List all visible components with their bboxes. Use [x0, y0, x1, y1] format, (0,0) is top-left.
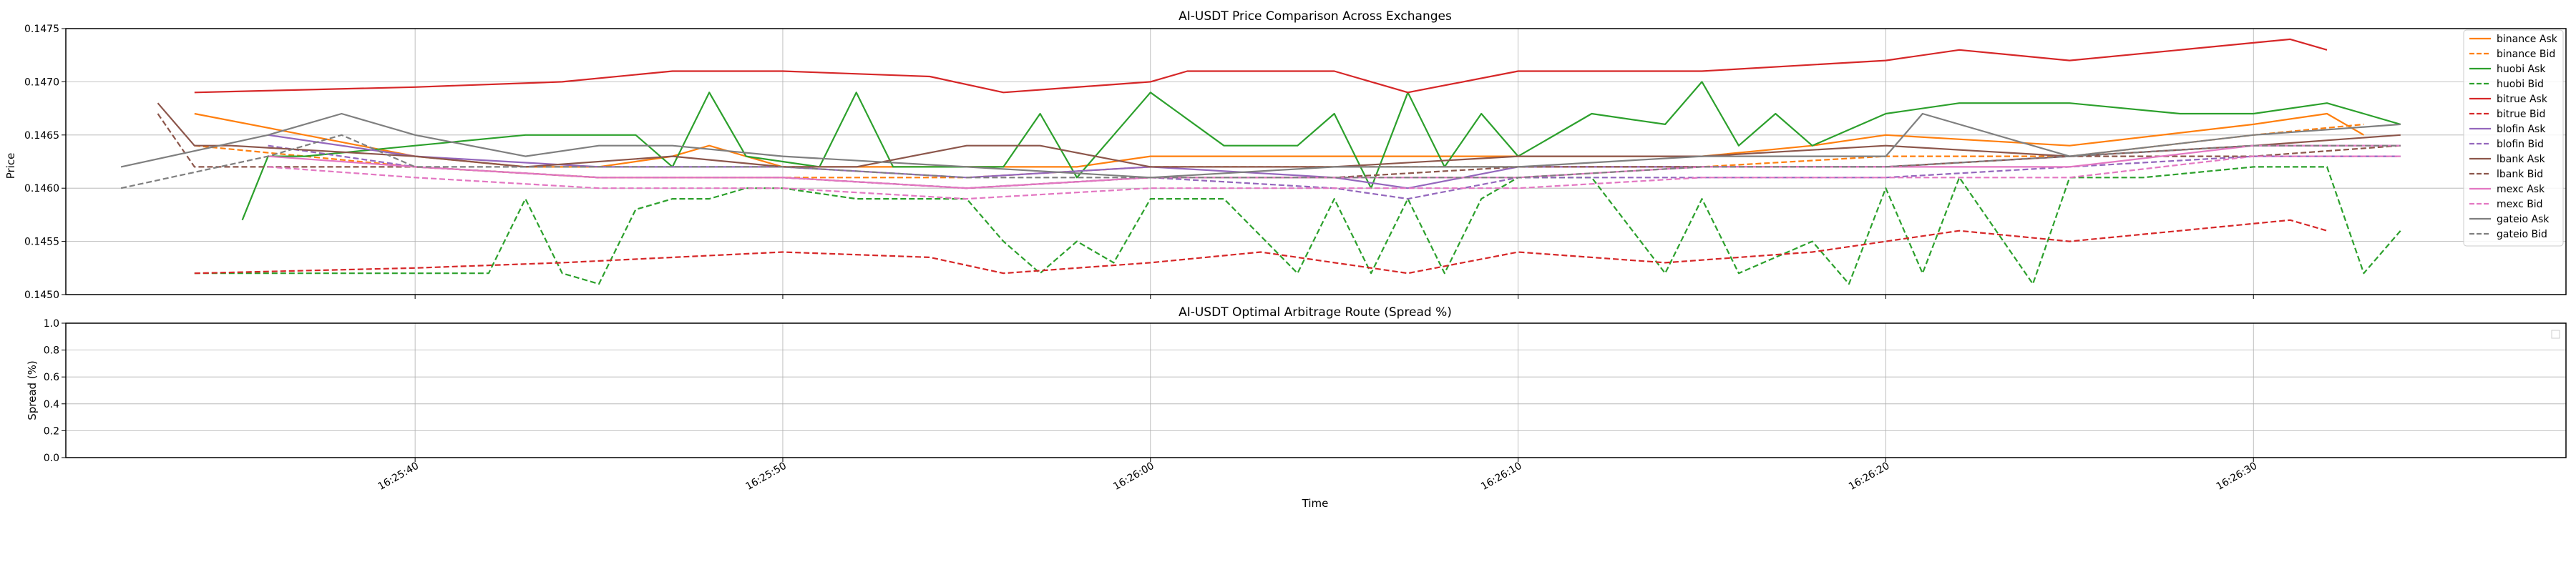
legend-label: gateio Ask — [2497, 214, 2550, 225]
chart-title: AI-USDT Price Comparison Across Exchange… — [1179, 9, 1452, 24]
y-axis-label: Price — [4, 153, 17, 179]
legend-label: binance Ask — [2497, 34, 2558, 45]
plot-frame — [65, 28, 2567, 295]
legend-label: blofin Bid — [2497, 139, 2544, 150]
legend-label: gateio Bid — [2497, 229, 2547, 240]
axis-ticks: 0.0 0.2 0.4 0.6 0.8 1.0 16:25:40 16:25:50 16:26:… — [44, 318, 2260, 493]
x-tick-label: 16:25:40 — [376, 460, 421, 493]
legend-label: bitrue Bid — [2497, 109, 2545, 120]
series-line-bitrue-ask — [194, 38, 2328, 94]
legend-label: mexc Ask — [2497, 184, 2545, 195]
chart-title: AI-USDT Optimal Arbitrage Route (Spread … — [1179, 305, 1452, 320]
x-tick-label: 16:26:10 — [1479, 460, 1523, 493]
series-line-mexc-bid — [268, 155, 2401, 200]
series-line-blofin-bid — [268, 144, 2401, 200]
series-lines — [120, 38, 2401, 285]
plot-frame — [65, 322, 2567, 458]
y-tick-label: 1.0 — [44, 318, 59, 330]
legend-label: lbank Bid — [2497, 169, 2543, 180]
series-line-lbank-ask — [157, 102, 2401, 168]
legend-label: huobi Bid — [2497, 79, 2544, 90]
series-line-huobi-bid — [194, 166, 2401, 285]
series-line-blofin-ask — [268, 134, 2401, 189]
y-tick-label: 0.2 — [44, 425, 59, 437]
series-line-mexc-ask — [268, 144, 2401, 189]
x-tick-label: 16:25:50 — [743, 460, 788, 493]
y-tick-label: 0.4 — [44, 399, 59, 410]
y-tick-label: 0.0 — [44, 453, 59, 464]
y-axis-label: Spread (%) — [26, 360, 39, 420]
series-line-huobi-ask — [241, 81, 2401, 221]
legend-label: bitrue Ask — [2497, 94, 2548, 105]
series-line-binance-ask — [194, 112, 2364, 168]
legend: binance Ask binance Bid huobi Ask huobi Bid… — [2463, 29, 2564, 247]
x-tick-label: 16:26:00 — [1111, 460, 1156, 493]
legend-label: blofin Ask — [2497, 124, 2546, 135]
y-tick-label: 0.1465 — [24, 130, 59, 142]
y-tick-label: 0.8 — [44, 345, 59, 357]
x-tick-label: 16:26:30 — [2215, 460, 2259, 493]
arbitrage-route-chart: AI-USDT Optimal Arbitrage Route (Spread … — [26, 305, 2567, 510]
x-axis-label: Time — [1302, 497, 1329, 510]
y-tick-label: 0.6 — [44, 372, 59, 383]
legend-label: mexc Bid — [2497, 199, 2543, 210]
y-axis-ticks: 0.1450 0.1455 0.1460 0.1465 0.1470 0.1475 — [24, 24, 2254, 301]
legend-label: lbank Ask — [2497, 154, 2546, 165]
series-line-gateio-ask — [120, 112, 2401, 179]
x-tick-label: 16:26:20 — [1847, 460, 1891, 493]
y-tick-label: 0.1460 — [24, 183, 59, 194]
y-tick-label: 0.1470 — [24, 77, 59, 88]
empty-legend — [2551, 330, 2560, 339]
y-tick-label: 0.1475 — [24, 24, 59, 35]
grid — [66, 322, 2566, 458]
grid — [66, 28, 2566, 295]
legend-label: binance Bid — [2497, 49, 2555, 60]
y-tick-label: 0.1450 — [24, 290, 59, 301]
y-tick-label: 0.1455 — [24, 237, 59, 248]
price-comparison-chart: AI-USDT Price Comparison Across Exchange… — [4, 9, 2567, 301]
legend-label: huobi Ask — [2497, 64, 2546, 75]
series-line-gateio-bid — [120, 134, 2401, 189]
